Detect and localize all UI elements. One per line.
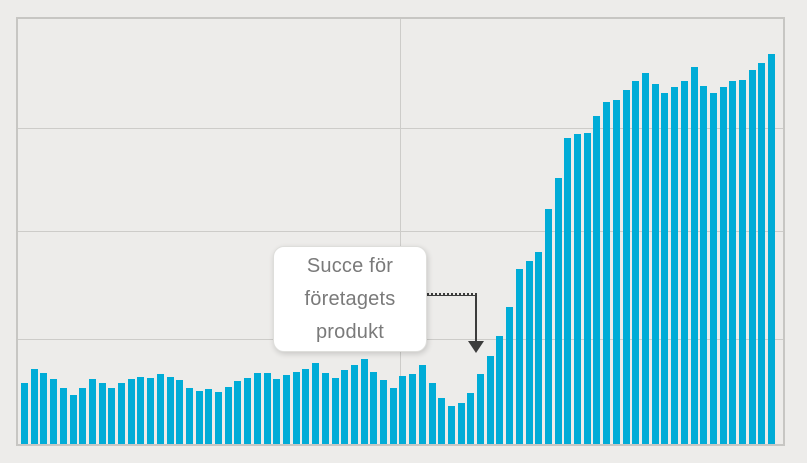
bar xyxy=(380,380,388,444)
bar xyxy=(185,388,193,444)
bar xyxy=(612,100,620,444)
bar xyxy=(263,373,271,444)
bar xyxy=(215,392,223,444)
bar xyxy=(477,374,485,444)
bar xyxy=(418,365,426,444)
annotation-text: Succe för företagets produkt xyxy=(304,254,396,343)
bar xyxy=(399,376,407,444)
bar xyxy=(50,379,58,444)
chart-plot-area xyxy=(16,17,785,446)
bar xyxy=(166,377,174,444)
bar xyxy=(758,63,766,444)
bar xyxy=(680,81,688,444)
bar xyxy=(69,395,77,444)
bar xyxy=(661,93,669,444)
bar xyxy=(360,359,368,444)
bar xyxy=(642,73,649,444)
arrow-down-icon xyxy=(468,341,484,353)
bar xyxy=(234,381,242,444)
bar xyxy=(292,372,300,444)
bar xyxy=(147,378,155,444)
bar xyxy=(30,369,38,444)
bar xyxy=(622,90,630,444)
bar xyxy=(457,403,465,444)
bar xyxy=(341,370,349,444)
bar xyxy=(554,178,562,444)
bar xyxy=(496,336,504,444)
bar xyxy=(690,67,698,444)
bar xyxy=(525,261,533,444)
bar xyxy=(467,393,475,444)
bar xyxy=(719,87,727,444)
bar-series xyxy=(18,19,783,444)
bar xyxy=(748,70,756,444)
bar xyxy=(632,81,640,444)
bar xyxy=(156,374,164,444)
bar xyxy=(428,383,436,444)
bar xyxy=(98,383,106,444)
bar xyxy=(583,133,591,444)
bar xyxy=(574,134,582,444)
gridline-vertical xyxy=(400,19,401,444)
bar xyxy=(79,388,87,444)
bar xyxy=(127,379,135,444)
bar xyxy=(108,388,116,444)
bar xyxy=(312,363,320,444)
bar xyxy=(21,383,28,444)
bar xyxy=(331,378,339,444)
bar xyxy=(409,374,417,444)
bar xyxy=(253,373,261,444)
bar xyxy=(205,389,213,444)
connector-line-vertical xyxy=(475,294,477,342)
bar xyxy=(438,398,446,444)
connector-line-horizontal xyxy=(424,295,477,296)
bar xyxy=(118,383,126,444)
bar xyxy=(389,388,397,444)
bar xyxy=(535,252,543,444)
bar xyxy=(321,373,329,444)
bar xyxy=(40,373,48,444)
bar xyxy=(729,81,737,444)
bar xyxy=(739,80,747,444)
bar xyxy=(506,307,514,444)
connector-line-horizontal-dotted xyxy=(424,293,477,295)
annotation-callout: Succe för företagets produkt xyxy=(273,246,427,352)
bar xyxy=(700,86,708,444)
bar xyxy=(671,87,679,444)
bar xyxy=(302,369,310,444)
bar xyxy=(350,365,358,444)
bar xyxy=(544,209,552,444)
bar xyxy=(137,377,145,444)
bar xyxy=(651,84,659,444)
bar xyxy=(88,379,96,444)
bar xyxy=(515,269,523,444)
bar xyxy=(564,138,572,444)
bar xyxy=(224,387,232,444)
bar xyxy=(176,380,184,444)
bar xyxy=(195,391,203,444)
bar xyxy=(593,116,601,444)
bar xyxy=(370,372,378,444)
bar xyxy=(603,102,611,444)
bar xyxy=(59,388,67,444)
bar xyxy=(768,54,776,444)
bar xyxy=(282,375,290,444)
bar xyxy=(486,356,494,444)
bar xyxy=(447,406,455,444)
bar xyxy=(273,379,281,444)
bar xyxy=(244,378,252,444)
bar xyxy=(709,93,717,444)
